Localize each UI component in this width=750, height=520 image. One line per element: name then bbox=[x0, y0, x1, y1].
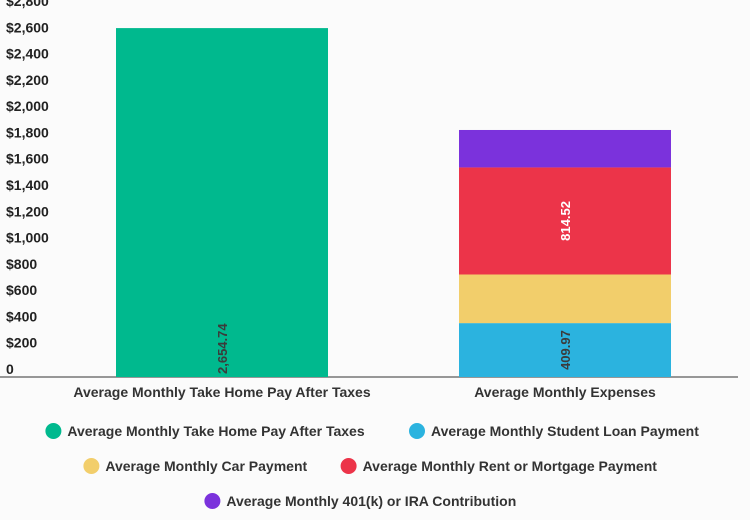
y-tick-label: $2,600 bbox=[6, 19, 49, 35]
category-label: Average Monthly Expenses bbox=[474, 384, 656, 400]
y-tick-label: $1,600 bbox=[6, 151, 49, 167]
y-tick-label: $2,200 bbox=[6, 72, 49, 88]
y-tick-label: $600 bbox=[6, 282, 37, 298]
data-label: 814.52 bbox=[558, 201, 573, 241]
legend-label: Average Monthly Car Payment bbox=[105, 458, 307, 474]
y-tick-label: $1,400 bbox=[6, 177, 49, 193]
y-tick-label: $2,800 bbox=[6, 0, 49, 9]
legend-swatch bbox=[409, 423, 425, 439]
legend-label: Average Monthly Take Home Pay After Taxe… bbox=[67, 423, 364, 439]
legend-swatch bbox=[340, 458, 357, 474]
category-label: Average Monthly Take Home Pay After Taxe… bbox=[73, 384, 370, 400]
legend-label: Average Monthly 401(k) or IRA Contributi… bbox=[226, 493, 516, 509]
y-tick-label: 0 bbox=[6, 361, 14, 377]
data-label: 409.97 bbox=[558, 330, 573, 370]
bar-segment bbox=[459, 274, 671, 324]
y-tick-label: $400 bbox=[6, 308, 37, 324]
bar-segment bbox=[116, 28, 328, 378]
bar-segment bbox=[459, 129, 671, 168]
y-tick-label: $200 bbox=[6, 335, 37, 351]
legend-swatch bbox=[204, 493, 221, 509]
y-tick-label: $1,000 bbox=[6, 230, 49, 246]
legend-label: Average Monthly Student Loan Payment bbox=[431, 423, 699, 439]
data-label: 2,654.74 bbox=[215, 323, 230, 374]
y-tick-label: $800 bbox=[6, 256, 37, 272]
bar-segment bbox=[459, 167, 671, 275]
y-tick-label: $2,400 bbox=[6, 46, 49, 62]
legend-label: Average Monthly Rent or Mortgage Payment bbox=[363, 458, 658, 474]
y-tick-label: $2,000 bbox=[6, 98, 49, 114]
y-tick-label: $1,800 bbox=[6, 124, 49, 140]
legend-swatch bbox=[45, 423, 62, 439]
bar-segment bbox=[459, 323, 671, 377]
legend-swatch bbox=[83, 458, 100, 474]
y-tick-label: $1,200 bbox=[6, 203, 49, 219]
